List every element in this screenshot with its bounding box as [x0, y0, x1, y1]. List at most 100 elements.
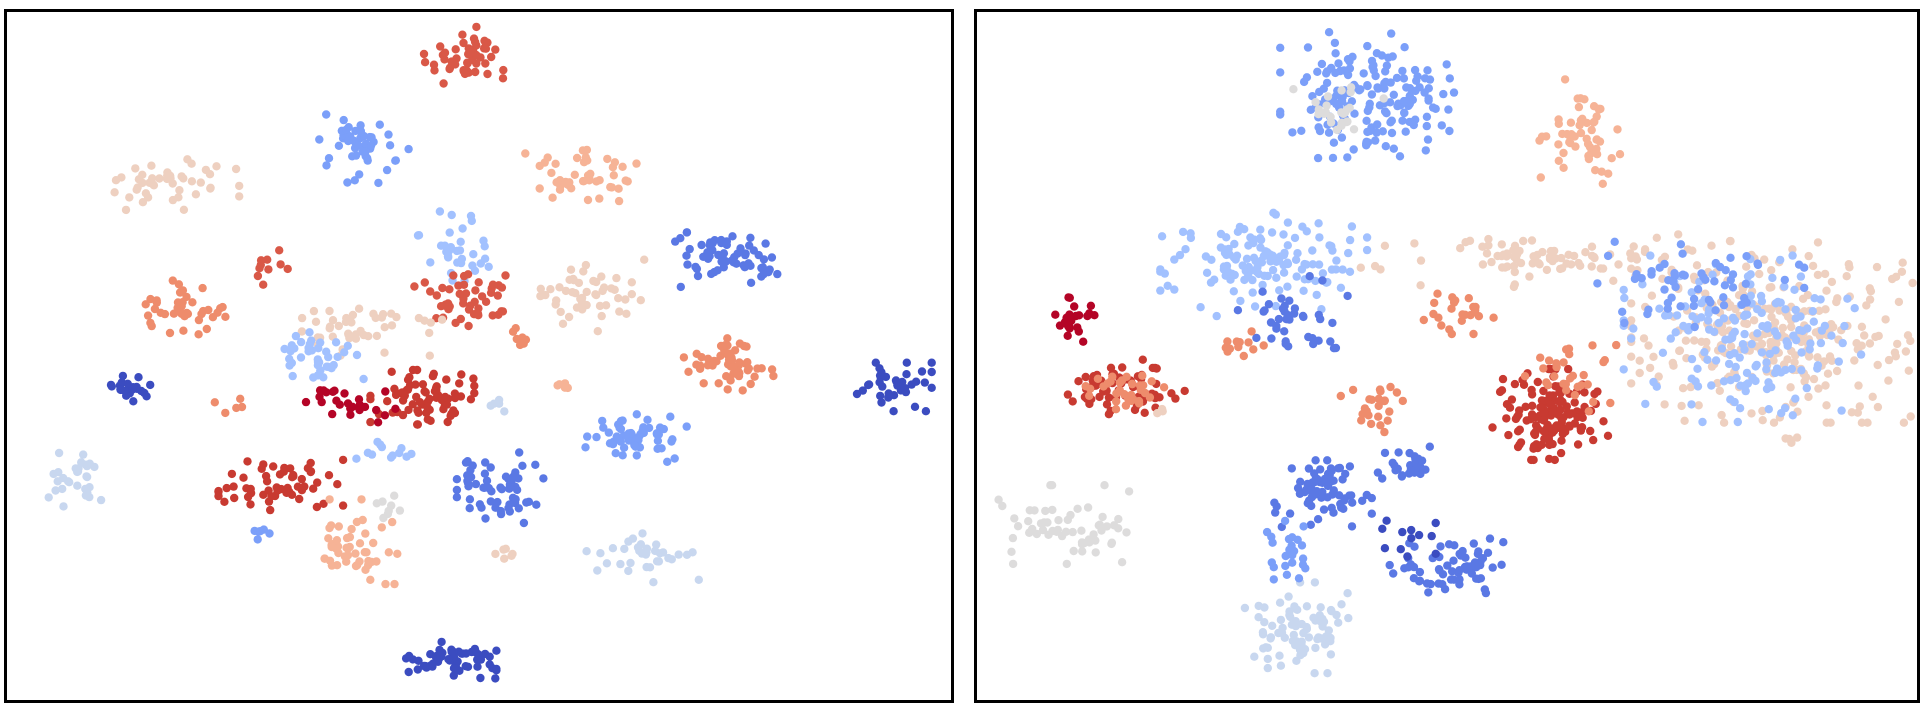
scatter-point-c1-k9	[1704, 316, 1713, 325]
scatter-point-c0-k6	[432, 291, 441, 300]
scatter-point-c1-k9	[1816, 338, 1826, 348]
scatter-point-c0-k16	[643, 415, 652, 424]
scatter-point-c1-k9	[1700, 348, 1709, 357]
scatter-point-c0-k7	[165, 328, 175, 338]
scatter-point-c0-k30	[367, 450, 377, 459]
scatter-point-c1-k9	[1740, 345, 1749, 354]
scatter-point-c1-k2	[1560, 75, 1570, 84]
scatter-point-c1-k9	[1719, 377, 1729, 386]
scatter-point-c0-k13	[927, 358, 936, 367]
scatter-point-c1-k4	[1264, 300, 1274, 309]
scatter-point-c0-k14	[408, 365, 418, 375]
scatter-point-c1-k17	[1303, 499, 1312, 508]
scatter-point-c0-k13	[902, 370, 911, 379]
scatter-point-c0-k8	[598, 286, 607, 296]
scatter-point-c0-k14	[457, 370, 466, 379]
scatter-point-c1-k3	[1279, 230, 1288, 239]
scatter-point-c1-k21	[1100, 481, 1109, 490]
scatter-point-c0-k19	[509, 474, 518, 483]
scatter-point-c1-k9	[1820, 321, 1830, 331]
scatter-point-c0-k20	[362, 548, 371, 557]
scatter-point-c1-k17	[1311, 490, 1320, 499]
scatter-point-c1-k14	[1180, 386, 1189, 396]
scatter-point-c1-k8	[1675, 346, 1685, 355]
scatter-point-c1-k9	[1790, 285, 1799, 294]
scatter-point-c1-k16	[1366, 419, 1376, 429]
scatter-point-c1-k1	[1379, 94, 1388, 103]
scatter-point-c1-k8	[1677, 401, 1686, 411]
scatter-point-c0-k15	[372, 405, 381, 415]
scatter-point-c1-k0	[1362, 116, 1371, 126]
scatter-point-c0-k20	[357, 495, 366, 504]
scatter-point-c1-k11	[1513, 427, 1523, 436]
scatter-point-c1-k9	[1711, 356, 1721, 365]
scatter-point-c0-k16	[663, 457, 672, 466]
scatter-point-c1-k19	[1476, 574, 1486, 583]
scatter-point-c1-k9	[1620, 293, 1629, 303]
scatter-point-c1-k18	[1417, 456, 1427, 465]
scatter-point-c0-k2	[187, 177, 197, 186]
scatter-point-c1-k2	[1590, 117, 1599, 127]
scatter-point-c0-k21	[674, 550, 683, 559]
scatter-point-c1-k22	[1326, 605, 1336, 615]
scatter-point-c0-k10	[287, 341, 296, 350]
scatter-point-c0-k19	[461, 458, 471, 467]
scatter-point-c1-k12	[1562, 386, 1571, 395]
scatter-point-c0-k3	[570, 170, 579, 179]
scatter-point-c0-k12	[118, 371, 128, 381]
scatter-point-c1-k0	[1422, 121, 1431, 131]
scatter-point-c1-k11	[1516, 438, 1526, 447]
scatter-point-c0-k16	[653, 444, 662, 453]
scatter-point-c0-k21	[688, 548, 697, 557]
scatter-point-c1-k17	[1339, 504, 1348, 513]
scatter-point-c1-k8	[1767, 283, 1776, 292]
scatter-point-c1-k11	[1521, 402, 1530, 411]
scatter-point-c1-k11	[1533, 377, 1542, 387]
scatter-point-c1-k22	[1263, 663, 1272, 673]
scatter-point-c0-k6	[454, 281, 463, 290]
scatter-point-c0-k9	[297, 327, 307, 336]
scatter-point-c0-k14	[425, 394, 434, 403]
scatter-point-c1-k20	[1407, 525, 1416, 535]
scatter-point-c1-k9	[1646, 251, 1655, 260]
scatter-point-c0-k22	[473, 662, 482, 671]
scatter-point-c0-k5	[466, 211, 476, 221]
scatter-point-c1-k9	[1788, 411, 1797, 420]
scatter-point-c0-k16	[604, 428, 613, 437]
scatter-point-c0-k21	[658, 548, 668, 557]
scatter-point-c0-k19	[471, 479, 481, 489]
scatter-point-c0-k10	[359, 374, 368, 384]
scatter-point-c0-k3	[551, 159, 560, 168]
scatter-point-c1-k9	[1693, 382, 1703, 391]
scatter-point-c1-k7	[1482, 249, 1492, 258]
scatter-point-c0-k25	[264, 265, 273, 274]
scatter-point-c1-k14	[1063, 390, 1073, 399]
scatter-point-c1-k7	[1456, 244, 1465, 253]
scatter-point-c0-k19	[524, 497, 534, 506]
scatter-point-c1-k12	[1564, 344, 1574, 353]
scatter-point-c0-k14	[440, 401, 449, 410]
scatter-point-c1-k2	[1607, 154, 1616, 163]
scatter-point-c0-k10	[316, 338, 325, 347]
scatter-point-c0-k11	[743, 366, 752, 375]
scatter-point-c1-k22	[1344, 613, 1353, 623]
scatter-point-c1-k17	[1287, 464, 1296, 473]
scatter-point-c0-k3	[578, 146, 588, 155]
scatter-point-c0-k3	[632, 159, 641, 168]
scatter-point-c1-k6	[1464, 294, 1473, 303]
scatter-point-c1-k0	[1367, 90, 1377, 99]
scatter-point-c0-k12	[146, 380, 155, 390]
scatter-point-c1-k10	[1706, 298, 1715, 307]
scatter-point-c1-k8	[1827, 356, 1837, 365]
scatter-point-c1-k8	[1866, 287, 1876, 296]
scatter-point-c1-k3	[1268, 251, 1277, 260]
scatter-point-c1-k8	[1770, 318, 1780, 327]
scatter-point-c1-k10	[1603, 251, 1613, 261]
scatter-point-c0-k17	[306, 467, 316, 476]
scatter-point-c1-k8	[1760, 255, 1769, 264]
scatter-point-c1-k9	[1834, 357, 1843, 366]
scatter-point-c1-k8	[1899, 418, 1909, 427]
scatter-point-c0-k20	[351, 561, 361, 571]
scatter-point-c1-k0	[1350, 109, 1359, 118]
scatter-point-c1-k8	[1758, 406, 1767, 416]
